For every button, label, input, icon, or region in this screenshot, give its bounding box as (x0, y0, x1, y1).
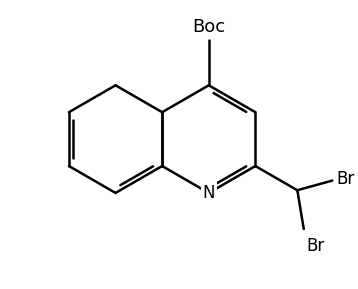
Text: N: N (203, 184, 215, 202)
Text: Boc: Boc (192, 18, 225, 36)
Text: Br: Br (306, 237, 325, 255)
Text: Br: Br (336, 171, 354, 188)
